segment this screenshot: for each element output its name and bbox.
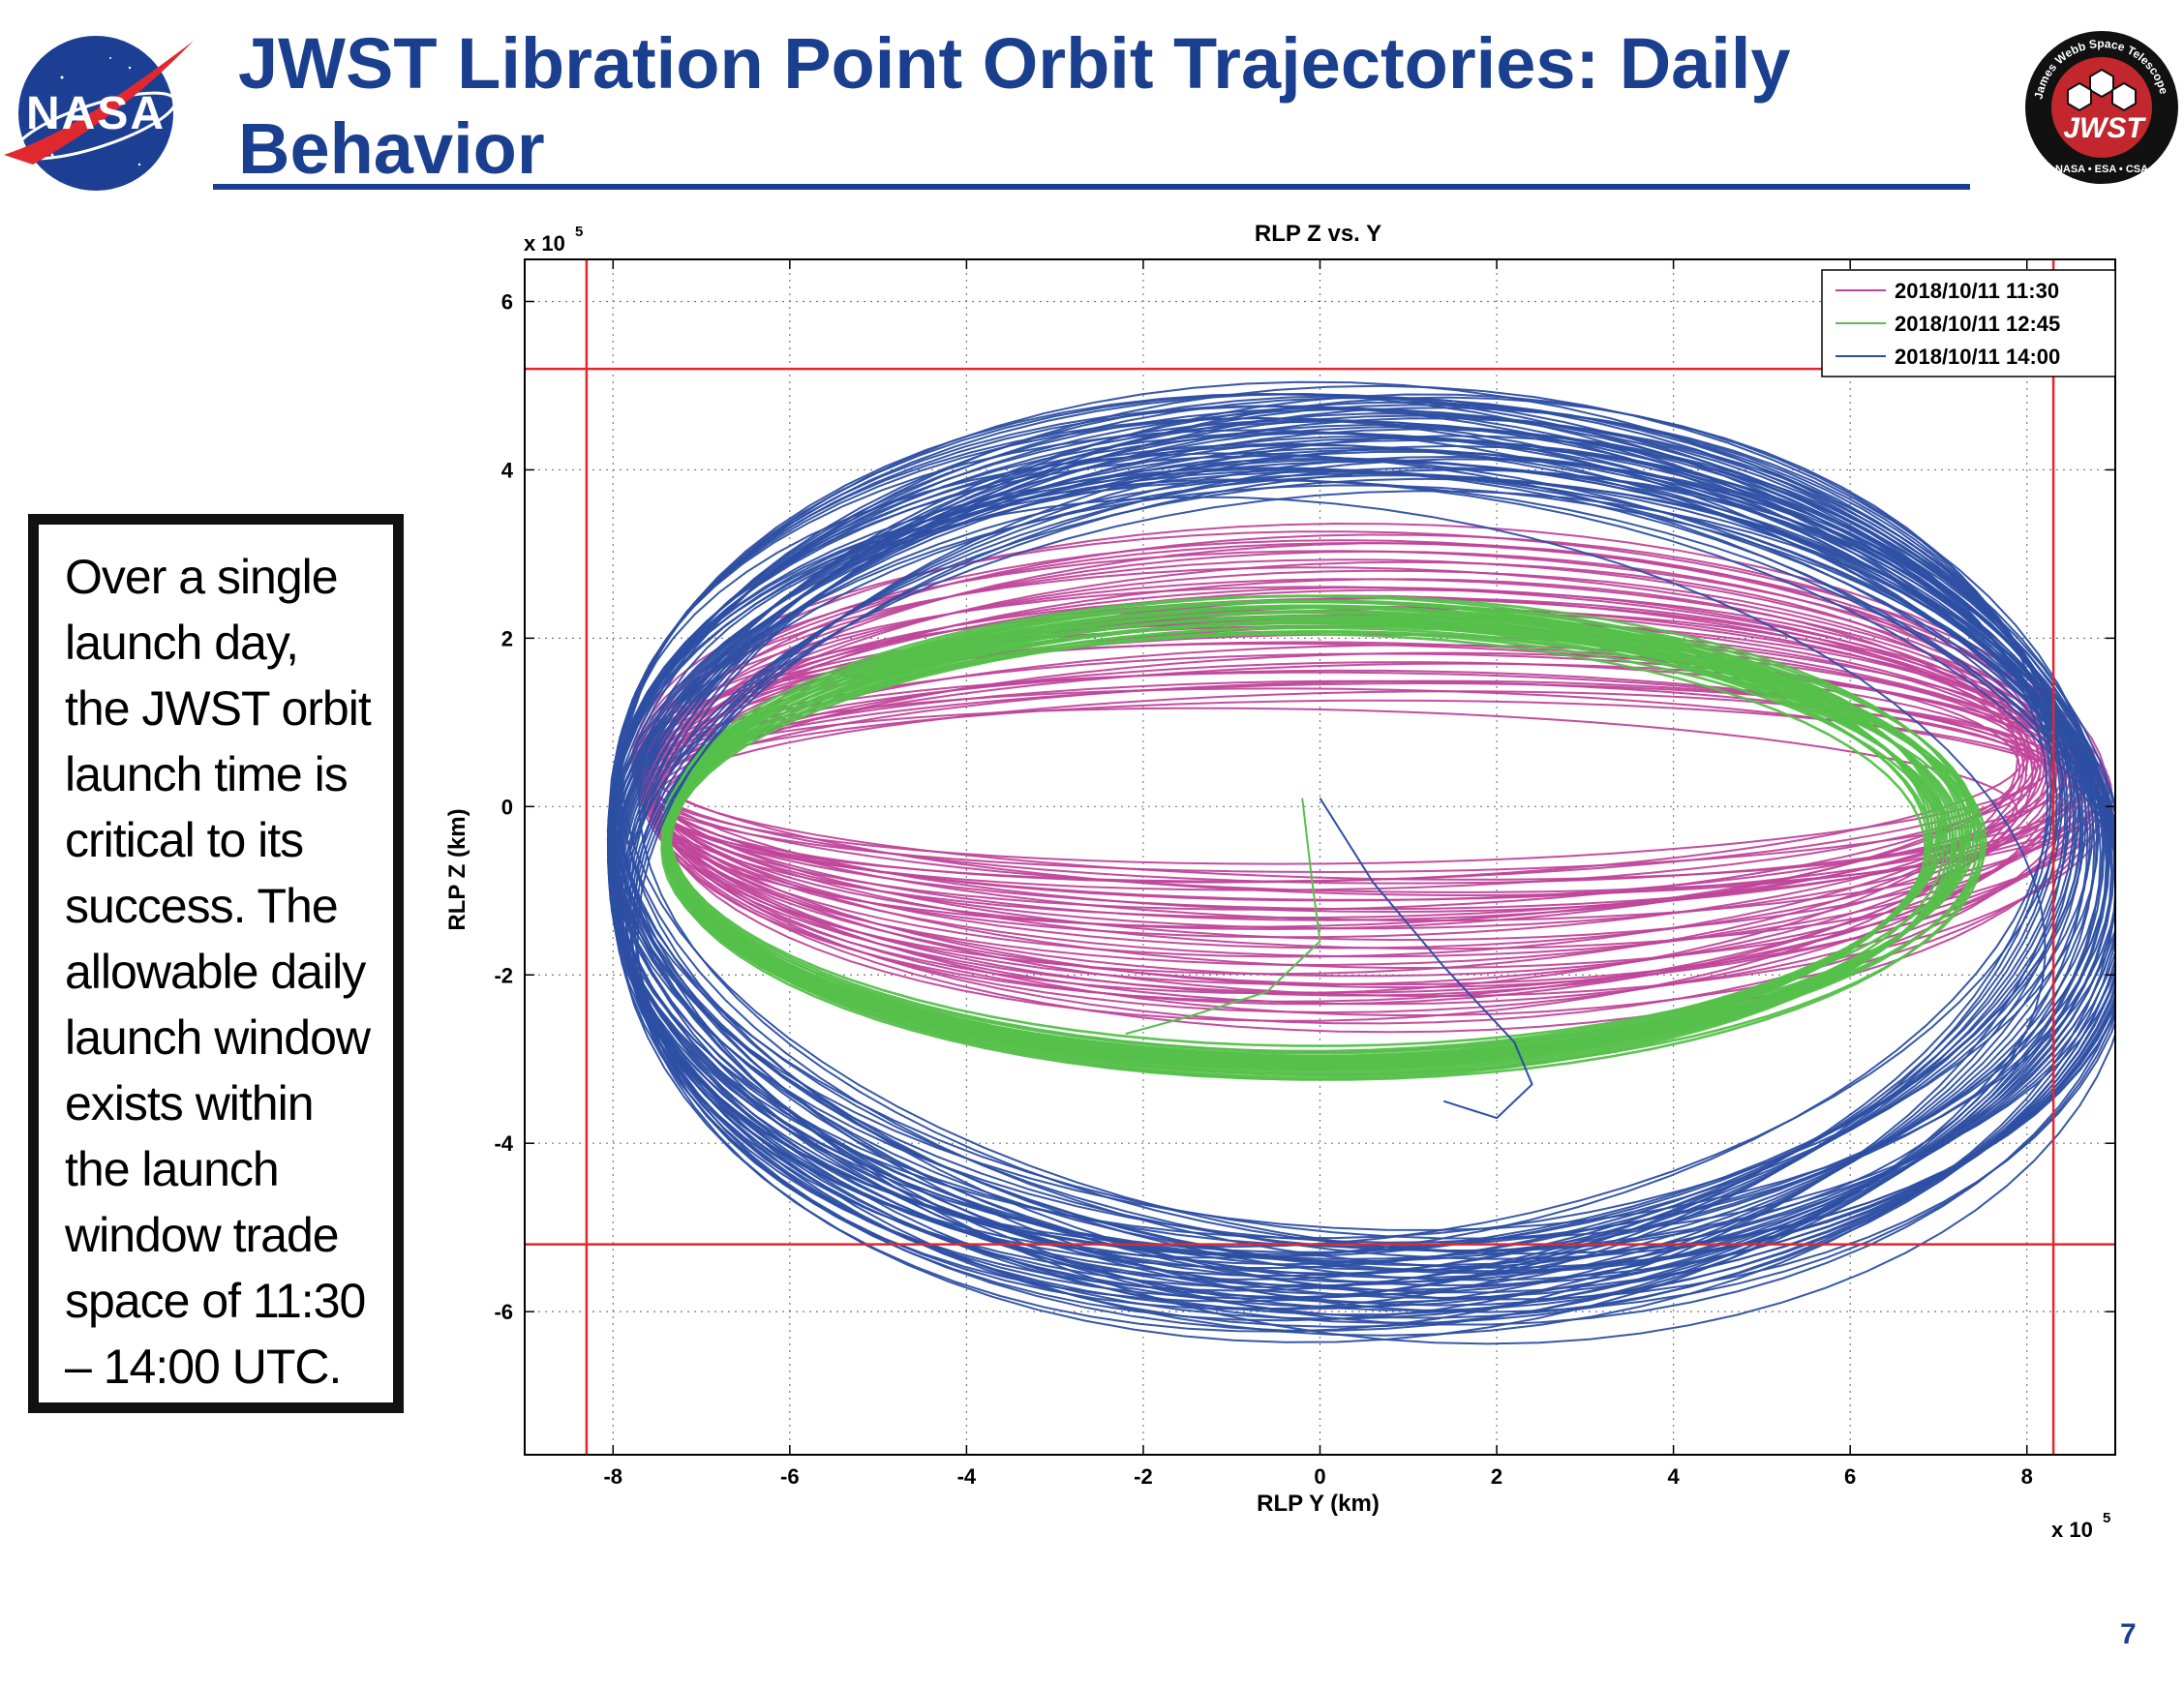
y-tick-label: 4 <box>501 458 514 482</box>
x-tick-label: -8 <box>603 1464 622 1489</box>
transfer-paths <box>1125 798 1533 1120</box>
orbit-loop <box>615 478 2115 1260</box>
orbit-loop <box>662 630 1946 1065</box>
x-axis-multiplier: x 10 5 <box>2051 1510 2110 1542</box>
orbit-loop <box>628 407 2064 1300</box>
title-underline <box>213 184 1970 190</box>
x-multiplier-exponent: 5 <box>2103 1510 2110 1526</box>
trajectory-chart: -8 -6 -4 -2 0 2 4 6 8 -6 -4 -2 0 2 4 6 RLP Z vs. Y RLP … <box>445 221 2116 1542</box>
orbit-loop <box>654 542 2028 1022</box>
orbit-loop <box>631 444 2058 1292</box>
y-tick-label: 2 <box>501 626 513 650</box>
mirror-icon <box>2067 68 2137 112</box>
legend-item: 2018/10/11 12:45 <box>1835 312 2060 336</box>
orbit-loop <box>617 414 2084 1311</box>
chart-legend: 2018/10/11 11:30 2018/10/11 12:45 2018/1… <box>1821 269 2116 377</box>
axis-ticks: -8 -6 -4 -2 0 2 4 6 8 -6 -4 -2 0 2 4 6 <box>494 259 2115 1489</box>
x-tick-label: -2 <box>1134 1464 1153 1489</box>
nasa-chevron-icon <box>4 41 194 165</box>
nasa-logo-text: NASA <box>26 88 166 139</box>
legend-label: 2018/10/11 11:30 <box>1895 279 2059 303</box>
y-tick-label: -4 <box>494 1131 513 1156</box>
y-tick-label: -6 <box>494 1300 513 1324</box>
transfer-path <box>1319 798 1533 1120</box>
legend-label: 2018/10/11 12:45 <box>1895 312 2060 336</box>
y-axis-multiplier: x 10 5 <box>524 224 583 256</box>
legend-item: 2018/10/11 11:30 <box>1835 279 2059 303</box>
y-axis-label: RLP Z (km) <box>445 808 470 930</box>
orbit-loop <box>650 533 2044 1006</box>
x-tick-label: -4 <box>957 1464 977 1489</box>
callout-text: Over a single launch day, the JWST orbit… <box>65 550 372 1394</box>
x-axis-label: RLP Y (km) <box>1257 1491 1380 1517</box>
y-tick-label: 6 <box>501 289 513 314</box>
page-number: 7 <box>2120 1618 2137 1650</box>
x-multiplier-text: x 10 <box>2051 1518 2093 1542</box>
jwst-center-text: JWST <box>2063 112 2146 144</box>
x-tick-label: 8 <box>2021 1464 2033 1489</box>
series-lines <box>606 380 2115 1345</box>
transfer-path <box>1125 798 1321 1036</box>
y-multiplier-exponent: 5 <box>575 224 583 240</box>
orbit-loop <box>619 393 2115 1345</box>
orbit-loop <box>607 484 2114 1249</box>
x-tick-label: -6 <box>780 1464 800 1489</box>
callout-box: Over a single launch day, the JWST orbit… <box>28 514 404 1413</box>
orbit-loop <box>611 479 2115 1240</box>
orbit-loop <box>621 404 2078 1322</box>
orbit-loop <box>619 490 2081 1255</box>
orbit-loop <box>667 630 1979 1066</box>
jwst-bottom-text: NASA • ESA • CSA <box>2055 164 2148 175</box>
y-tick-label: -2 <box>494 963 513 987</box>
legend-item: 2018/10/11 14:00 <box>1835 345 2060 369</box>
jwst-logo: James Webb Space Telescope JWST NASA • E… <box>2025 31 2178 184</box>
chart-title: RLP Z vs. Y <box>1255 221 1381 247</box>
nasa-logo: NASA <box>4 36 194 191</box>
series-1-line <box>660 594 1987 1081</box>
orbit-loop <box>615 401 2089 1343</box>
x-tick-label: 4 <box>1667 1464 1680 1489</box>
orbit-loop <box>609 467 2115 1252</box>
y-multiplier-text: x 10 <box>524 231 565 256</box>
orbit-loop <box>606 457 2115 1244</box>
series-2-line <box>606 380 2115 1345</box>
y-tick-label: 0 <box>501 795 513 819</box>
orbit-loop <box>625 393 2069 1333</box>
x-tick-label: 6 <box>1844 1464 1856 1489</box>
orbit-loop <box>606 395 2115 1337</box>
orbit-loop <box>668 619 1985 1063</box>
x-tick-label: 2 <box>1491 1464 1502 1489</box>
orbit-loop <box>608 472 2109 1260</box>
legend-label: 2018/10/11 14:00 <box>1895 345 2060 369</box>
x-tick-label: 0 <box>1314 1464 1325 1489</box>
orbit-loop <box>641 679 2076 901</box>
slide-title: JWST Libration Point Orbit Trajectories:… <box>238 23 1791 189</box>
